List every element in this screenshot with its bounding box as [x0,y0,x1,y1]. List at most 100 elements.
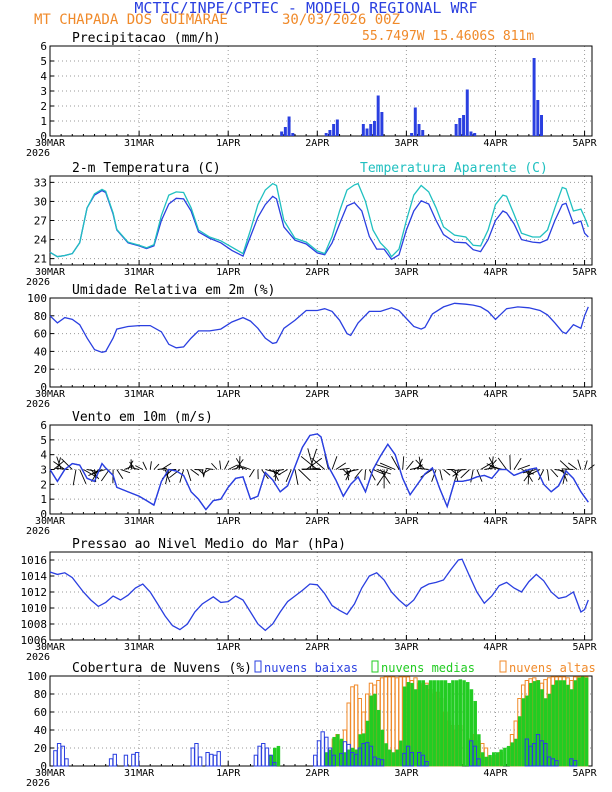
precip-bar [287,116,291,136]
cloud-low-bar [112,753,117,767]
cloud-low-bar [56,743,62,767]
clouds-title: Cobertura de Nuvens (%) [72,661,252,676]
wind-arrow [460,469,470,479]
wind-arrow [431,469,437,482]
precip-bar [536,100,540,136]
precip-x-tick-label: 31MAR [124,138,155,149]
precip-year-label: 2026 [26,148,50,159]
cloud-low-bar [209,753,214,767]
cloud-low-bar [424,761,429,767]
wind-y-tick-label: 1 [40,493,47,506]
clouds-x-tick-label: 4APR [483,768,508,779]
temp-y-tick-label: 30 [34,195,47,208]
precip-bar [376,95,380,136]
cloud-low-bar [194,743,199,767]
cloud-mid-bar [573,680,578,767]
clouds-y-tick-label: 40 [34,724,47,737]
pressure-y-tick-label: 1008 [21,618,48,631]
cloud-low-bar [131,753,136,767]
cloud-mid-bar [458,679,463,767]
rh-frame [49,297,593,388]
clouds-year-label: 2026 [26,778,50,789]
cloud-mid-bar [391,752,396,767]
wind-arrow [380,469,391,484]
precip-bar [473,133,477,136]
cloud-legend-label: nuvens baixas [264,661,358,675]
temp-y-tick-label: 33 [34,176,47,189]
wind-arrow [120,469,131,474]
temp-x-tick-label: 30MAR [35,267,66,278]
wind-arrow [379,462,396,470]
cloud-low-bar [197,756,203,767]
cloud-mid-bar [462,680,466,767]
cloud-mid-bar [447,682,451,767]
wind-arrow [346,469,359,473]
chart-title: MCTIC/INPE/CPTEC - MODELO REGIONAL WRF [134,0,477,17]
cloud-low-bar [313,754,318,767]
wind-x-tick-label: 1APR [216,516,241,527]
temp-y-tick-label: 21 [34,253,47,266]
wind-arrow [311,457,326,470]
wind-arrow [454,469,466,471]
wind-arrow [300,456,318,470]
wind-arrow [547,469,550,481]
cloud-low-bar [379,759,385,767]
wind-arrow [190,469,200,476]
wind-arrow [354,469,363,479]
rh-x-tick-label: 2APR [305,389,330,400]
cloud-mid-bar [488,754,492,767]
coords-label: 55.7497W 15.4606S 811m [362,29,534,44]
precip-bar [335,119,339,136]
cloud-mid-bar [569,689,574,767]
cloud-legend-swatch [499,660,507,673]
rh-y-tick-label: 40 [34,345,47,358]
cloud-mid-bar [484,756,489,767]
cloud-mid-bar [480,752,485,767]
wind-arrow [79,469,87,484]
wind-y-tick-label: 2 [40,478,47,491]
wind-x-tick-label: 2APR [305,516,330,527]
run-label: 30/03/2026 00Z [282,12,400,28]
cloud-low-bar [253,754,259,767]
wind-arrow [161,462,172,470]
pressure-y-tick-label: 1014 [21,570,48,583]
precip-bar [328,130,332,136]
rh-year-label: 2026 [26,399,50,410]
pressure-y-tick-label: 1006 [21,634,48,647]
wind-arrow [285,469,292,483]
wind-arrow [335,462,347,470]
cloud-low-bar [216,751,221,767]
cloud-low-bar [60,745,65,767]
precip-bar [454,124,458,136]
pressure-x-tick-label: 3APR [394,642,419,653]
wind-arrow [561,468,574,470]
clouds-x-tick-label: 1APR [216,768,241,779]
cloud-low-bar [554,760,559,767]
wind-arrow [237,465,247,470]
wind-speed-line-top [49,433,589,511]
pressure-year-label: 2026 [26,652,50,663]
wind-arrow [443,469,451,476]
clouds-x-tick-label: 30MAR [35,768,66,779]
precip-bar [462,115,466,136]
location-label: MT CHAPADA DOS GUIMARAE [34,12,228,28]
cloud-low-bar [190,747,195,767]
temp-x-tick-label: 5APR [573,267,598,278]
rh-x-tick-label: 1APR [216,389,241,400]
wind-y-tick-label: 5 [40,434,47,447]
precip-bar [532,58,536,136]
wind-arrow [227,464,238,470]
wind-arrow [476,469,483,482]
wind-series-line [49,433,589,511]
wind-arrow [374,463,392,470]
wind-arrow [201,469,205,478]
wind-arrow [522,469,537,474]
precip-bar [540,115,543,136]
pressure-y-tick-label: 1012 [21,586,48,599]
wind-arrow [149,461,152,470]
cloud-mid-bar [555,680,559,767]
wind-arrow [391,456,400,470]
cloud-low-bar [316,740,322,767]
pressure-x-tick-label: 4APR [483,642,508,653]
wind-arrow [165,469,170,485]
